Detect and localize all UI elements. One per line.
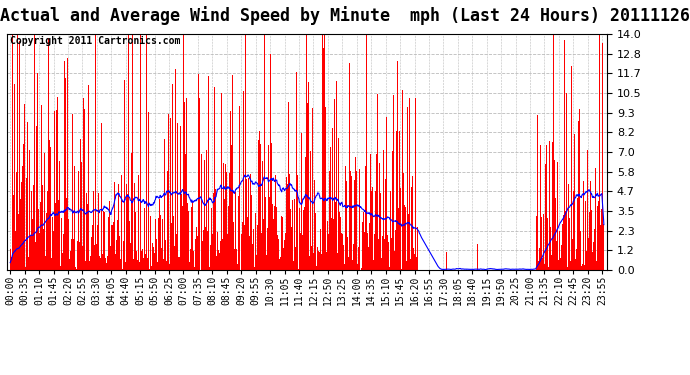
Text: Copyright 2011 Cartronics.com: Copyright 2011 Cartronics.com bbox=[10, 36, 180, 46]
Text: Actual and Average Wind Speed by Minute  mph (Last 24 Hours) 20111126: Actual and Average Wind Speed by Minute … bbox=[0, 6, 690, 25]
